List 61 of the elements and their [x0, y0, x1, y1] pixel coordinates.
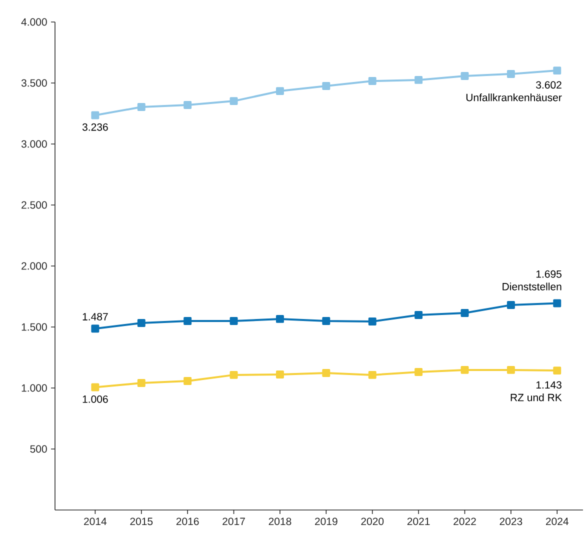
series-label: Unfallkrankenhäuser [466, 94, 562, 102]
point [230, 317, 238, 326]
point [137, 103, 146, 112]
point [276, 87, 284, 96]
point [184, 317, 192, 326]
x-tick-label: 2021 [407, 518, 430, 526]
point [230, 370, 238, 379]
data-label: 3.236 [82, 123, 108, 131]
point [414, 76, 423, 84]
y-tick-label: 2.000 [22, 262, 47, 270]
point [230, 97, 238, 106]
data-label: 1.695 [536, 270, 562, 278]
y-tick-label: 500 [30, 445, 47, 453]
x-tick-label: 2017 [222, 518, 245, 526]
point [368, 318, 376, 326]
point [460, 308, 469, 317]
x-tick-label: 2023 [500, 518, 522, 526]
point [553, 366, 562, 375]
data-label: 1.487 [82, 312, 108, 320]
x-tick-label: 2024 [546, 518, 569, 526]
point [137, 318, 146, 327]
point [553, 66, 562, 75]
point [506, 301, 515, 310]
point [276, 370, 284, 378]
point [368, 370, 376, 379]
point [276, 314, 284, 323]
y-tick-label: 3.500 [21, 79, 47, 87]
x-tick-label: 2016 [176, 518, 199, 526]
point [506, 70, 515, 78]
y-tick-label: 2.500 [22, 201, 47, 209]
point [460, 366, 469, 374]
point [184, 100, 192, 109]
x-tick-label: 2015 [130, 518, 153, 526]
series-label: RZ und RK [510, 394, 562, 402]
point [553, 299, 562, 308]
point [91, 383, 100, 392]
point [322, 82, 330, 90]
point [506, 366, 515, 374]
y-tick-label: 1.500 [22, 323, 47, 331]
y-tick-label: 3.000 [21, 140, 47, 148]
data-label: 1.006 [82, 395, 108, 403]
point [322, 317, 330, 326]
x-tick-label: 2014 [84, 518, 107, 526]
point [460, 72, 469, 80]
point [91, 324, 100, 333]
point [137, 379, 146, 387]
point [91, 111, 100, 120]
x-tick-label: 2018 [268, 518, 292, 526]
x-tick-label: 2019 [315, 518, 338, 526]
point [322, 369, 330, 377]
x-tick-label: 2022 [454, 518, 476, 526]
x-tick-label: 2020 [361, 518, 384, 526]
y-tick-label: 4.000 [21, 18, 47, 26]
point [414, 311, 423, 320]
data-label: 1.143 [536, 381, 562, 389]
point [368, 77, 376, 86]
data-label: 3.602 [536, 81, 562, 89]
y-tick-label: 1.000 [22, 384, 47, 392]
point [184, 377, 192, 386]
point [414, 368, 423, 376]
series-label: Dienststellen [502, 282, 562, 290]
